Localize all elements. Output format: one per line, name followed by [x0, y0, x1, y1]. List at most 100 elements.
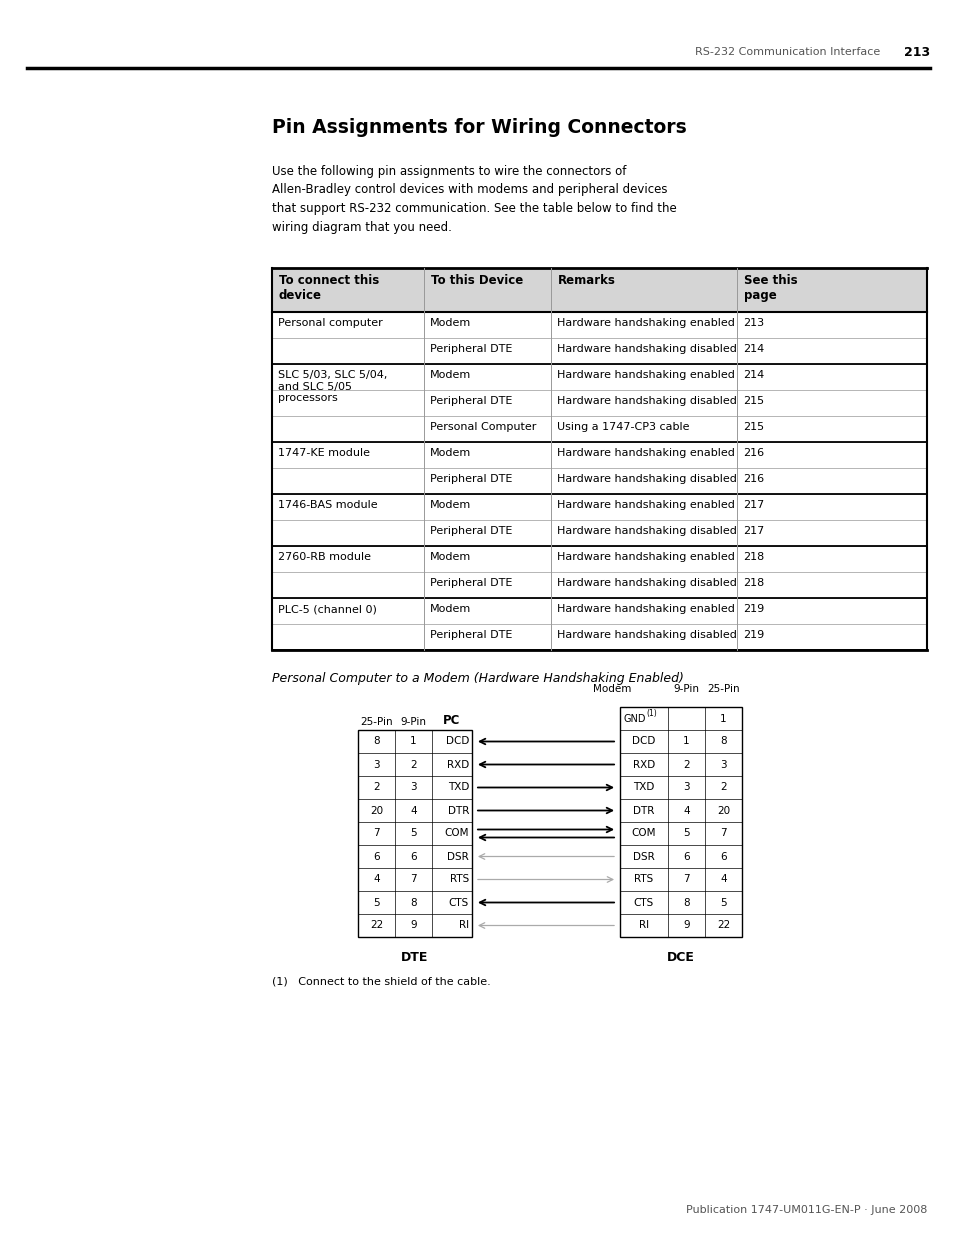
Text: RXD: RXD: [632, 760, 655, 769]
Text: (1)   Connect to the shield of the cable.: (1) Connect to the shield of the cable.: [272, 977, 490, 987]
Text: 2: 2: [682, 760, 689, 769]
Text: 5: 5: [682, 829, 689, 839]
Text: 20: 20: [370, 805, 383, 815]
Text: 1: 1: [682, 736, 689, 746]
Text: Peripheral DTE: Peripheral DTE: [430, 474, 512, 484]
Text: CTS: CTS: [633, 898, 654, 908]
Text: 4: 4: [720, 874, 726, 884]
Text: 7: 7: [410, 874, 416, 884]
Text: 20: 20: [717, 805, 729, 815]
Text: 5: 5: [720, 898, 726, 908]
Text: Hardware handshaking enabled: Hardware handshaking enabled: [557, 317, 734, 329]
Text: Hardware handshaking enabled: Hardware handshaking enabled: [557, 604, 734, 614]
Text: DCD: DCD: [632, 736, 655, 746]
Text: To this Device: To this Device: [431, 274, 522, 287]
Text: 3: 3: [373, 760, 379, 769]
Text: DSR: DSR: [633, 851, 654, 862]
Text: Peripheral DTE: Peripheral DTE: [430, 578, 512, 588]
Text: 213: 213: [902, 46, 929, 58]
Text: 6: 6: [720, 851, 726, 862]
Text: DTR: DTR: [633, 805, 654, 815]
Text: 6: 6: [410, 851, 416, 862]
Text: 217: 217: [742, 500, 763, 510]
Text: Modem: Modem: [592, 684, 631, 694]
Text: COM: COM: [631, 829, 656, 839]
Text: Personal Computer to a Modem (Hardware Handshaking Enabled): Personal Computer to a Modem (Hardware H…: [272, 672, 683, 685]
Text: Hardware handshaking disabled: Hardware handshaking disabled: [557, 396, 736, 406]
Text: 214: 214: [742, 345, 763, 354]
Text: Personal computer: Personal computer: [277, 317, 382, 329]
Text: Peripheral DTE: Peripheral DTE: [430, 345, 512, 354]
Bar: [619, 706, 741, 937]
Text: 3: 3: [720, 760, 726, 769]
Text: PC: PC: [443, 714, 460, 727]
Text: RTS: RTS: [634, 874, 653, 884]
Text: 3: 3: [410, 783, 416, 793]
Text: 7: 7: [682, 874, 689, 884]
Text: Hardware handshaking disabled: Hardware handshaking disabled: [557, 345, 736, 354]
Text: Modem: Modem: [430, 448, 471, 458]
Text: 1747-KE module: 1747-KE module: [277, 448, 370, 458]
Text: 6: 6: [682, 851, 689, 862]
Text: Using a 1747-CP3 cable: Using a 1747-CP3 cable: [557, 422, 689, 432]
Text: TXD: TXD: [447, 783, 469, 793]
Text: 216: 216: [742, 448, 763, 458]
Text: 22: 22: [716, 920, 729, 930]
Text: 215: 215: [742, 396, 763, 406]
Text: 9-Pin: 9-Pin: [673, 684, 699, 694]
Text: RI: RI: [639, 920, 648, 930]
Text: 6: 6: [373, 851, 379, 862]
Text: Hardware handshaking disabled: Hardware handshaking disabled: [557, 578, 736, 588]
Text: 4: 4: [373, 874, 379, 884]
Text: 2: 2: [373, 783, 379, 793]
Text: 2: 2: [410, 760, 416, 769]
Text: 218: 218: [742, 578, 763, 588]
Text: See this
page: See this page: [743, 274, 797, 303]
Text: 9: 9: [682, 920, 689, 930]
Text: 8: 8: [682, 898, 689, 908]
Text: COM: COM: [444, 829, 469, 839]
Text: RTS: RTS: [449, 874, 469, 884]
Text: RXD: RXD: [446, 760, 469, 769]
Text: Hardware handshaking enabled: Hardware handshaking enabled: [557, 448, 734, 458]
Text: Hardware handshaking disabled: Hardware handshaking disabled: [557, 630, 736, 640]
Text: RS-232 Communication Interface: RS-232 Communication Interface: [694, 47, 879, 57]
Text: 1: 1: [410, 736, 416, 746]
Text: Hardware handshaking disabled: Hardware handshaking disabled: [557, 526, 736, 536]
Text: Publication 1747-UM011G-EN-P · June 2008: Publication 1747-UM011G-EN-P · June 2008: [685, 1205, 926, 1215]
Text: 5: 5: [410, 829, 416, 839]
Text: Personal Computer: Personal Computer: [430, 422, 536, 432]
Text: Modem: Modem: [430, 552, 471, 562]
Text: 213: 213: [742, 317, 763, 329]
Text: Hardware handshaking disabled: Hardware handshaking disabled: [557, 474, 736, 484]
Bar: [357, 730, 472, 937]
Text: Modem: Modem: [430, 500, 471, 510]
Text: 4: 4: [410, 805, 416, 815]
Text: 219: 219: [742, 604, 763, 614]
Text: TXD: TXD: [633, 783, 654, 793]
Text: GND: GND: [623, 714, 646, 724]
Text: Peripheral DTE: Peripheral DTE: [430, 396, 512, 406]
Text: DCE: DCE: [666, 951, 694, 965]
Text: 4: 4: [682, 805, 689, 815]
Text: 216: 216: [742, 474, 763, 484]
Text: 8: 8: [373, 736, 379, 746]
Text: PLC-5 (channel 0): PLC-5 (channel 0): [277, 604, 376, 614]
Text: 25-Pin: 25-Pin: [706, 684, 739, 694]
Text: 7: 7: [373, 829, 379, 839]
Text: 7: 7: [720, 829, 726, 839]
Text: 5: 5: [373, 898, 379, 908]
Text: 8: 8: [410, 898, 416, 908]
Text: Hardware handshaking enabled: Hardware handshaking enabled: [557, 552, 734, 562]
Text: 25-Pin: 25-Pin: [360, 718, 393, 727]
Text: DCD: DCD: [445, 736, 469, 746]
Text: RI: RI: [458, 920, 469, 930]
Text: Use the following pin assignments to wire the connectors of
Allen-Bradley contro: Use the following pin assignments to wir…: [272, 165, 676, 233]
Text: To connect this
device: To connect this device: [278, 274, 379, 303]
Text: 9: 9: [410, 920, 416, 930]
Text: 2760-RB module: 2760-RB module: [277, 552, 371, 562]
Text: 8: 8: [720, 736, 726, 746]
Text: Pin Assignments for Wiring Connectors: Pin Assignments for Wiring Connectors: [272, 119, 686, 137]
Text: Peripheral DTE: Peripheral DTE: [430, 526, 512, 536]
Bar: [272, 268, 926, 312]
